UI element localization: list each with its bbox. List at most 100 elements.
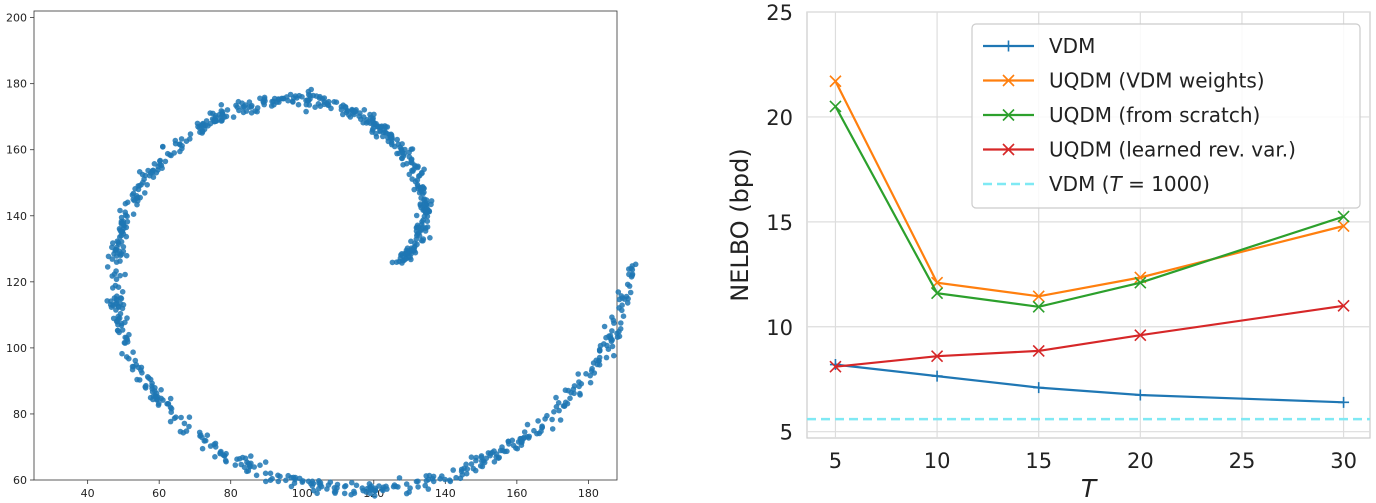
scatter-point [562, 387, 569, 394]
y-tick-label: 200 [6, 12, 27, 25]
scatter-point [124, 315, 130, 321]
scatter-point [419, 219, 425, 225]
scatter-point [399, 252, 406, 259]
data-point-marker [1337, 219, 1350, 233]
scatter-point [124, 213, 130, 220]
scatter-point [478, 454, 485, 461]
scatter-point [473, 457, 479, 464]
scatter-point [521, 429, 528, 435]
legend-label: UQDM (learned rev. var.) [1049, 138, 1296, 162]
scatter-point [403, 490, 410, 497]
scatter-point [242, 455, 249, 462]
scatter-point [321, 99, 328, 105]
spiral-scatter-chart: 4060801001201401601806080100120140160180… [6, 10, 639, 500]
legend-box [971, 23, 1361, 209]
scatter-point [402, 146, 408, 153]
scatter-point [587, 372, 593, 379]
scatter-point [341, 483, 348, 490]
scatter-point [107, 301, 114, 308]
y-tick-label: 140 [6, 210, 27, 223]
scatter-point [411, 186, 418, 193]
scatter-point [122, 334, 128, 341]
scatter-point [248, 104, 254, 110]
scatter-point [118, 229, 124, 235]
y-tick-label: 60 [13, 474, 27, 487]
scatter-point [123, 252, 130, 259]
scatter-point [408, 157, 415, 163]
legend-label-reference: VDM (T = 1000) [1049, 172, 1210, 196]
scatter-point [263, 478, 269, 485]
scatter-point [418, 184, 425, 191]
scatter-point [186, 423, 192, 430]
scatter-point [115, 316, 122, 323]
x-tick-label: 80 [224, 487, 238, 500]
scatter-point [420, 236, 427, 242]
scatter-point [411, 162, 418, 169]
scatter-point [596, 362, 603, 368]
scatter-point [135, 198, 141, 204]
scatter-point [338, 106, 345, 113]
scatter-point [325, 482, 332, 488]
scatter-point [306, 91, 312, 98]
scatter-point [571, 390, 577, 397]
scatter-point [212, 454, 218, 460]
scatter-point [571, 383, 578, 389]
scatter-point [393, 259, 400, 266]
scatter-point [130, 196, 137, 203]
scatter-point [245, 468, 252, 474]
scatter-point [234, 456, 240, 463]
scatter-point [115, 303, 122, 310]
scatter-point [453, 474, 459, 481]
scatter-point [105, 253, 112, 260]
data-point-marker [1033, 382, 1045, 394]
scatter-point [124, 339, 131, 345]
scatter-point [162, 158, 169, 165]
scatter-point [287, 91, 294, 98]
scatter-point [218, 102, 225, 108]
scatter-point [396, 475, 403, 481]
scatter-point [590, 360, 597, 366]
scatter-point [253, 472, 260, 479]
scatter-point [619, 307, 625, 314]
scatter-point [146, 375, 152, 381]
data-point-marker [1002, 108, 1015, 122]
scatter-point [310, 487, 317, 494]
data-point-marker [931, 370, 943, 382]
scatter-point [510, 442, 517, 449]
scatter-point [524, 421, 531, 428]
x-tick-label: 60 [152, 487, 166, 500]
scatter-point [625, 295, 631, 302]
scatter-point [285, 97, 291, 104]
scatter-point [442, 476, 448, 483]
scatter-point [303, 108, 309, 115]
data-point-marker [1134, 389, 1146, 401]
scatter-point [117, 272, 123, 279]
scatter-point [403, 481, 410, 487]
scatter-point [549, 416, 555, 423]
scatter-point [180, 430, 187, 436]
data-point-marker [1338, 396, 1350, 408]
scatter-point [388, 134, 395, 141]
scatter-point [538, 428, 544, 435]
scatter-point [129, 192, 136, 198]
scatter-point [464, 466, 471, 472]
scatter-point [409, 146, 416, 152]
scatter-point [609, 343, 616, 350]
scatter-point [395, 484, 401, 490]
scatter-point [178, 136, 185, 142]
scatter-point [551, 409, 557, 415]
scatter-point [243, 108, 250, 114]
scatter-point [199, 127, 205, 134]
y-axis-title: NELBO (bpd) [726, 148, 754, 301]
scatter-point [104, 298, 110, 304]
scatter-point [136, 377, 143, 383]
scatter-point [120, 244, 127, 250]
scatter-point [509, 437, 516, 444]
scatter-point [372, 487, 379, 494]
scatter-point [417, 172, 423, 179]
scatter-points [104, 86, 639, 499]
scatter-point [396, 150, 402, 157]
scatter-point [262, 459, 269, 465]
scatter-point [222, 457, 229, 464]
y-tick-label: 80 [13, 408, 27, 421]
